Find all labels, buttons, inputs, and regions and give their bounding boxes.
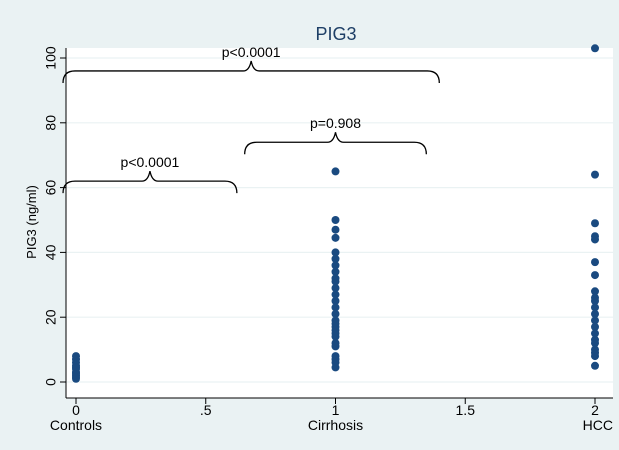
x-axis-ticks: 0 .5 1 1.5 2	[72, 398, 599, 418]
group-label: HCC	[583, 417, 613, 433]
y-axis-label: PIG3 (ng/ml)	[24, 185, 39, 259]
group-labels: Controls Cirrhosis HCC	[50, 417, 613, 433]
group-label: Controls	[50, 417, 102, 433]
x-tick-label: .5	[200, 402, 212, 418]
data-point	[331, 303, 340, 312]
y-tick-label: 60	[43, 180, 59, 196]
data-point	[591, 329, 599, 338]
x-tick-label: 1.5	[456, 402, 476, 418]
data-points	[72, 44, 599, 383]
p-value-label: p<0.0001	[121, 154, 180, 170]
significance-bracket	[62, 170, 238, 194]
data-point	[331, 233, 340, 242]
chart-title: PIG3	[315, 24, 356, 44]
x-tick-label: 0	[72, 402, 80, 418]
x-tick-label: 1	[332, 402, 340, 418]
y-tick-label: 100	[43, 46, 59, 70]
data-point	[591, 271, 599, 280]
data-point	[591, 219, 599, 228]
data-point	[331, 267, 340, 276]
data-point	[591, 258, 599, 267]
data-point	[591, 361, 599, 370]
data-point	[591, 297, 599, 305]
x-tick-label: 2	[591, 402, 599, 418]
data-point	[591, 339, 599, 348]
p-value-label: p=0.908	[310, 115, 361, 131]
data-point	[331, 297, 340, 305]
significance-bracket	[62, 60, 440, 83]
y-tick-label: 0	[43, 378, 59, 386]
y-axis-ticks: 0 20 40 60 80 100	[43, 46, 66, 386]
data-point	[591, 170, 599, 179]
data-point	[331, 363, 340, 372]
data-point	[331, 254, 340, 263]
data-point	[331, 277, 340, 286]
data-point	[331, 167, 340, 176]
data-point	[331, 248, 340, 257]
data-point	[591, 322, 599, 331]
data-point	[591, 309, 599, 318]
plot-area	[66, 48, 613, 398]
significance-brackets: p<0.0001 p=0.908 p<0.0001	[62, 44, 440, 194]
significance-bracket	[244, 132, 427, 155]
data-point	[331, 261, 340, 270]
data-point	[331, 284, 340, 293]
data-point	[72, 374, 80, 383]
data-point	[591, 352, 599, 361]
data-point	[331, 309, 340, 318]
data-point	[591, 316, 599, 325]
data-point	[331, 216, 340, 224]
data-point	[591, 235, 599, 244]
data-point	[591, 303, 599, 312]
group-label: Cirrhosis	[308, 417, 363, 433]
data-point	[591, 44, 599, 53]
data-point	[331, 290, 340, 299]
y-tick-label: 40	[43, 244, 59, 260]
data-point	[331, 225, 340, 234]
data-point	[331, 332, 340, 341]
data-point	[331, 342, 340, 351]
y-tick-label: 80	[43, 115, 59, 131]
y-tick-label: 20	[43, 309, 59, 325]
axes	[65, 48, 613, 399]
data-point	[591, 287, 599, 296]
p-value-label: p<0.0001	[222, 44, 281, 60]
